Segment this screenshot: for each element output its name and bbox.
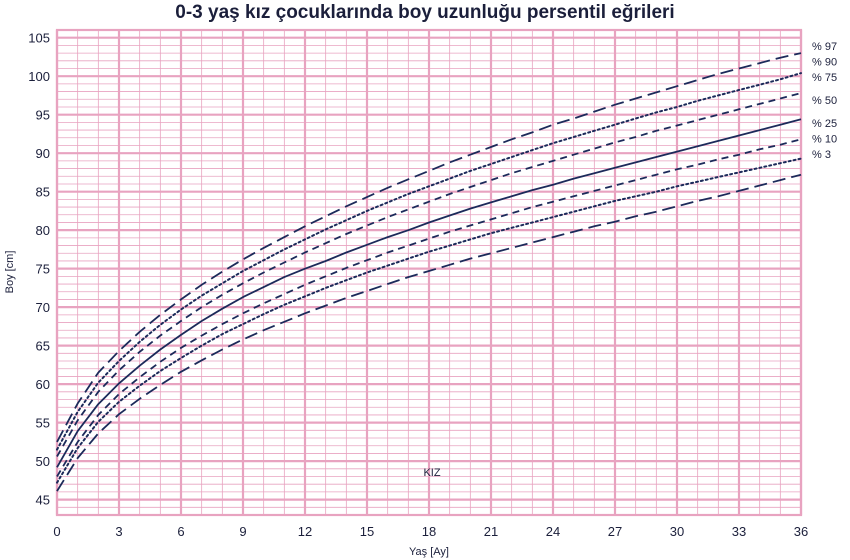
- percentile-lines: [56, 52, 802, 492]
- y-tick-label: 50: [36, 454, 50, 469]
- x-tick-label: 6: [177, 524, 184, 539]
- x-tick-label: 18: [422, 524, 436, 539]
- series-labels: % 97 % 90 % 75 % 50 % 25 % 10 % 3: [812, 41, 837, 161]
- series-line-50: [56, 118, 802, 468]
- series-line-90: [56, 72, 802, 451]
- series-line-3: [56, 173, 802, 492]
- series-line-75: [56, 92, 802, 457]
- series-label-3: % 3: [812, 149, 831, 161]
- x-tick-label: 3: [115, 524, 122, 539]
- plot-border: [55, 28, 803, 517]
- axis-ticks: 0 3 6 9 12 15 18 21 24 27 30 33 36455055606570758085…: [28, 31, 808, 539]
- series-line-25: [56, 138, 802, 477]
- annotation-kiz: KIZ: [423, 467, 440, 479]
- chart-title: 0-3 yaş kız çocuklarında boy uzunluğu pe…: [175, 2, 675, 23]
- y-tick-label: 55: [36, 416, 50, 431]
- x-tick-label: 33: [732, 524, 746, 539]
- major-grid: [55, 28, 803, 517]
- y-tick-label: 90: [36, 146, 50, 161]
- x-tick-label: 21: [484, 524, 498, 539]
- x-tick-label: 9: [239, 524, 246, 539]
- x-tick-label: 0: [53, 524, 60, 539]
- series-label-75: % 75: [812, 72, 837, 84]
- x-tick-label: 27: [608, 524, 622, 539]
- y-tick-label: 45: [36, 493, 50, 508]
- series-label-90: % 90: [812, 57, 837, 69]
- y-tick-label: 95: [36, 108, 50, 123]
- series-line-97: [56, 52, 802, 443]
- y-tick-label: 85: [36, 185, 50, 200]
- x-axis-label: Yaş [Ay]: [409, 546, 449, 558]
- y-tick-label: 75: [36, 262, 50, 277]
- y-tick-label: 70: [36, 300, 50, 315]
- x-tick-label: 15: [360, 524, 374, 539]
- x-tick-label: 36: [794, 524, 808, 539]
- series-label-50: % 50: [812, 95, 837, 107]
- y-tick-label: 65: [36, 339, 50, 354]
- y-tick-label: 100: [28, 69, 50, 84]
- y-tick-label: 80: [36, 223, 50, 238]
- x-tick-label: 30: [670, 524, 684, 539]
- series-label-10: % 10: [812, 134, 837, 146]
- y-axis-label: Boy [cm]: [4, 251, 16, 294]
- series-label-97: % 97: [812, 41, 837, 53]
- x-tick-label: 12: [298, 524, 312, 539]
- x-tick-label: 24: [546, 524, 560, 539]
- series-label-25: % 25: [812, 118, 837, 130]
- series-line-10: [56, 157, 802, 484]
- y-tick-label: 60: [36, 377, 50, 392]
- y-tick-label: 105: [28, 31, 50, 46]
